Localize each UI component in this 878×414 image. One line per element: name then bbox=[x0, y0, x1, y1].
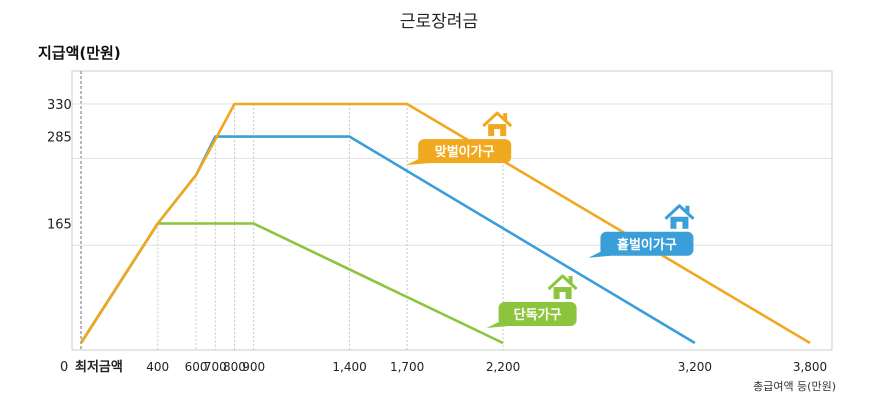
x-tick-label: 400 bbox=[146, 360, 169, 374]
house-chimney bbox=[503, 113, 508, 121]
plot-frame bbox=[71, 70, 833, 351]
x-tick-label: 900 bbox=[242, 360, 265, 374]
house-door bbox=[676, 221, 683, 229]
y-tick-label: 330 bbox=[47, 98, 72, 113]
x-axis-label: 총급여액 등(만원) bbox=[753, 380, 836, 393]
y-tick-label: 165 bbox=[47, 218, 72, 233]
label-bubble bbox=[418, 139, 512, 164]
house-chimney bbox=[568, 276, 573, 284]
series-label: 홑벌이가구 bbox=[588, 204, 695, 258]
series-label-text: 홑벌이가구 bbox=[617, 237, 677, 253]
label-pointer bbox=[588, 249, 611, 258]
label-pointer bbox=[486, 320, 509, 329]
x-tick-label: 800 bbox=[223, 360, 246, 374]
x-min-label: 최저금액 bbox=[75, 360, 123, 375]
x-origin-label: 0 bbox=[60, 360, 68, 375]
label-bubble bbox=[600, 231, 694, 256]
series-label-text: 단독가구 bbox=[514, 307, 562, 323]
house-roof bbox=[547, 274, 578, 291]
y-tick-label: 285 bbox=[47, 131, 72, 146]
series-label: 맞벌이가구 bbox=[406, 111, 513, 166]
label-pointer bbox=[406, 157, 429, 166]
house-roof bbox=[664, 204, 695, 220]
house-roof bbox=[482, 111, 513, 128]
x-tick-label: 600 bbox=[185, 360, 208, 374]
house-door bbox=[559, 292, 566, 300]
series-label-text: 맞벌이가구 bbox=[435, 144, 495, 160]
house-icon bbox=[547, 274, 578, 300]
y-tick-labels: 165 285 330 bbox=[47, 98, 72, 233]
x-tick-label: 3,800 bbox=[793, 360, 827, 374]
label-bubble bbox=[498, 302, 577, 327]
y-axis-label: 지급액(만원) bbox=[38, 44, 121, 62]
house-chimney bbox=[685, 205, 690, 213]
house-icon bbox=[482, 111, 513, 137]
x-tick-label: 1,700 bbox=[390, 360, 424, 374]
x-tick-label: 2,200 bbox=[486, 360, 520, 374]
series-line bbox=[79, 222, 504, 345]
house-door bbox=[494, 129, 501, 137]
x-tick-label: 3,200 bbox=[678, 360, 712, 374]
x-tick-label: 700 bbox=[204, 360, 227, 374]
x-tick-label: 1,400 bbox=[332, 360, 366, 374]
series-label: 단독가구 bbox=[486, 274, 578, 329]
house-icon bbox=[664, 204, 695, 229]
chart-title: 근로장려금 bbox=[400, 12, 478, 32]
